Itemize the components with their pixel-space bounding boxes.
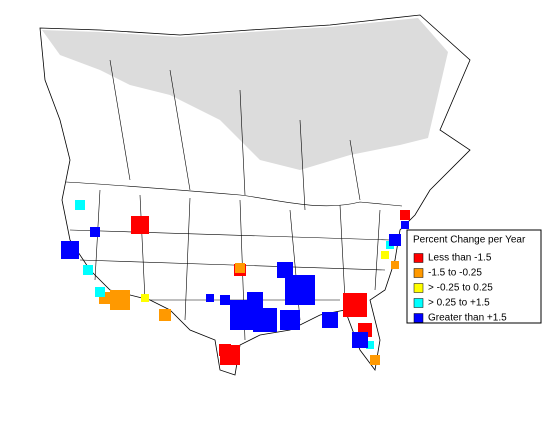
data-region (90, 227, 100, 237)
data-region (61, 241, 79, 259)
data-region (141, 294, 149, 302)
data-region (277, 262, 293, 278)
data-region (219, 344, 231, 356)
data-region (370, 355, 380, 365)
legend-swatch (413, 268, 424, 278)
data-region (235, 263, 245, 273)
data-region (206, 294, 214, 302)
legend-title: Percent Change per Year (413, 235, 526, 246)
data-region (400, 210, 410, 220)
data-regions (61, 200, 410, 365)
data-region (83, 265, 93, 275)
data-region (159, 309, 171, 321)
legend-swatch (413, 253, 424, 263)
data-region (381, 251, 389, 259)
legend-swatch (413, 283, 424, 293)
legend-label: > 0.25 to +1.5 (428, 298, 490, 309)
legend-label: Greater than +1.5 (428, 313, 507, 324)
legend-box (406, 229, 542, 324)
legend-swatch (413, 313, 424, 323)
legend-label: -1.5 to -0.25 (428, 268, 482, 279)
data-region (110, 290, 130, 310)
data-region (391, 261, 399, 269)
data-region (75, 200, 85, 210)
data-region (352, 332, 368, 348)
legend-swatch (413, 298, 424, 308)
legend-label: > -0.25 to 0.25 (428, 283, 493, 294)
legend-label: Less than -1.5 (428, 253, 492, 264)
data-region (220, 295, 230, 305)
data-region (343, 293, 367, 317)
data-region (389, 234, 401, 246)
data-region (322, 312, 338, 328)
data-region (401, 221, 409, 229)
arctic-region (42, 18, 448, 170)
data-region (247, 292, 263, 308)
data-region (285, 275, 315, 305)
data-region (253, 308, 277, 332)
data-region (366, 341, 374, 349)
data-region (280, 310, 300, 330)
data-region (95, 287, 105, 297)
data-region (131, 216, 149, 234)
